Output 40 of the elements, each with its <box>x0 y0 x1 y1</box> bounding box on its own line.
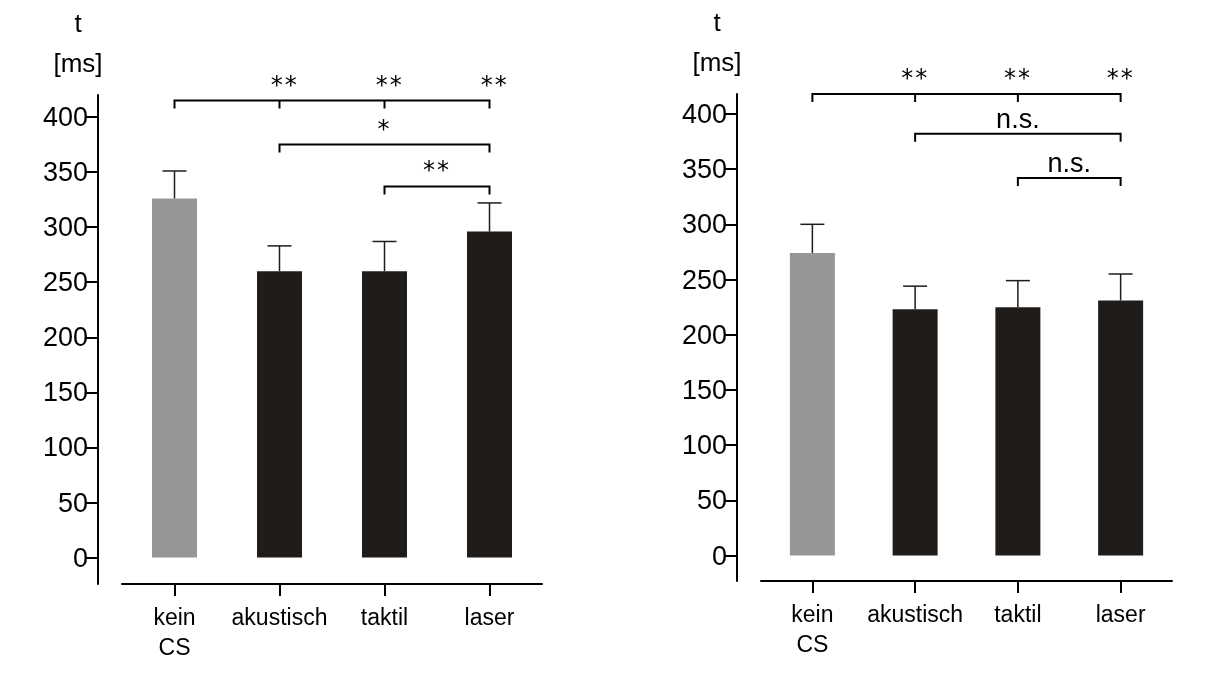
y-tick-label: 250 <box>681 264 727 295</box>
y-tick-label: 150 <box>681 374 727 405</box>
annotation: ** <box>480 70 509 99</box>
annotation: ** <box>375 70 404 99</box>
annotation: n.s. <box>996 103 1040 134</box>
y-tick-label: 350 <box>42 157 88 188</box>
y-tick-label: 50 <box>57 487 88 518</box>
x-tick-label: taktil <box>994 601 1042 627</box>
y-tick-label: 100 <box>42 432 88 463</box>
y-axis-title: t [ms] <box>692 7 742 77</box>
y-tick-label: 350 <box>681 154 727 185</box>
annotation: ** <box>423 156 451 185</box>
y-tick-label: 300 <box>42 212 88 243</box>
x-tick-label: taktil <box>360 604 409 630</box>
x-tick-label: akustisch <box>231 604 328 630</box>
text: ** <box>1106 64 1135 92</box>
y-tick-label: 300 <box>681 209 727 240</box>
bar <box>152 198 197 558</box>
y-tick-label: 100 <box>681 430 727 461</box>
x-tick-label: akustisch <box>867 601 964 627</box>
y-tick-label: 250 <box>42 267 88 298</box>
y-tick-label: 150 <box>42 377 88 408</box>
x-tick-label: laser <box>464 604 515 630</box>
y-tick-label: 50 <box>696 485 727 516</box>
y-tick-label: 400 <box>42 102 88 133</box>
text: ** <box>1003 64 1032 92</box>
annotation: ** <box>270 70 299 99</box>
y-axis-title: t [ms] <box>53 8 103 78</box>
y-tick-label: 0 <box>711 540 727 571</box>
annotation: * <box>377 114 392 143</box>
x-tick-label: kein CS <box>791 601 834 657</box>
y-tick-label: 200 <box>681 319 727 350</box>
x-tick-label: laser <box>1095 601 1146 627</box>
y-tick-label: 400 <box>681 98 727 129</box>
text: ** <box>901 64 930 92</box>
x-tick-label: kein CS <box>153 604 196 660</box>
bar <box>789 253 835 556</box>
y-tick-label: 0 <box>72 542 88 573</box>
annotation: n.s. <box>1047 147 1092 178</box>
y-tick-label: 200 <box>42 322 88 353</box>
